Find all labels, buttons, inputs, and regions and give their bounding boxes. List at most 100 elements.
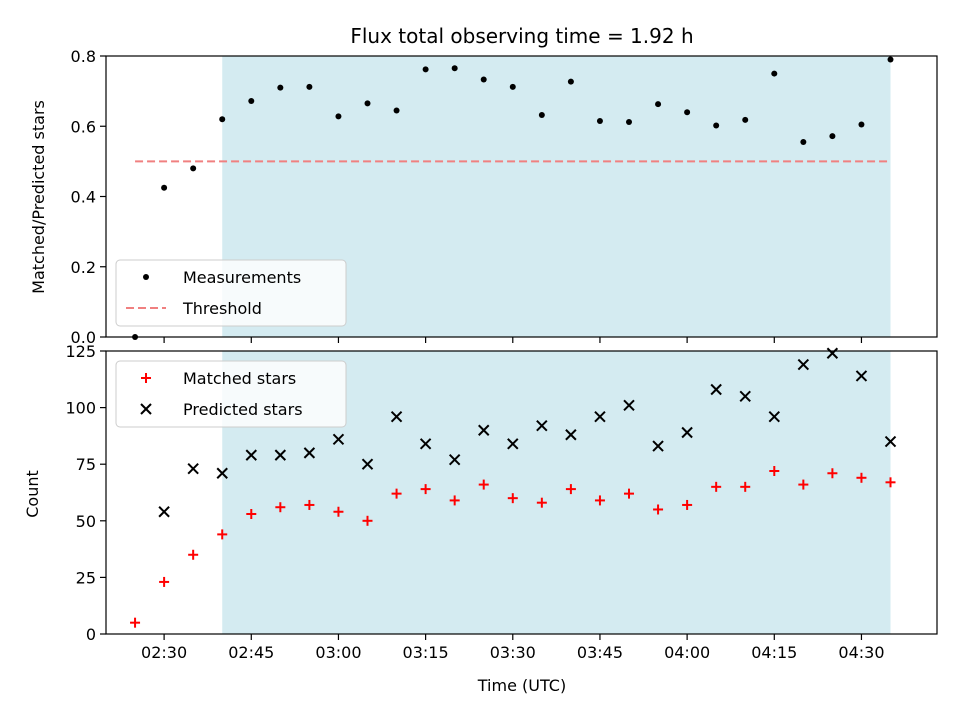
predicted-star-point (448, 453, 461, 466)
measurement-point (858, 121, 865, 128)
matched-star-point (304, 499, 315, 510)
legend-item: Threshold (126, 299, 262, 318)
legend-item: Predicted stars (140, 400, 303, 419)
matched-star-point (653, 504, 664, 515)
matched-star-point (594, 495, 605, 506)
y-tick-label: 0 (86, 625, 96, 644)
matched-star-point (449, 495, 460, 506)
measurement-point (567, 78, 574, 85)
predicted-star-point (826, 347, 839, 359)
matched-star-point (740, 481, 751, 492)
matched-star-point (885, 477, 896, 488)
measurement-point (277, 84, 284, 91)
x-tick-label: 04:30 (838, 643, 884, 662)
measurement-point (684, 109, 691, 116)
legend-label: Threshold (182, 299, 262, 318)
predicted-star-point (507, 438, 519, 450)
predicted-star-point (419, 438, 432, 450)
measurement-point (335, 113, 342, 120)
x-tick-label: 04:15 (751, 643, 797, 662)
x-tick-label: 02:45 (228, 643, 274, 662)
measurement-point (480, 76, 487, 83)
matched-star-point (420, 484, 431, 495)
predicted-star-point (710, 383, 722, 396)
matched-star-point (682, 499, 693, 510)
predicted-star-point (478, 424, 490, 436)
y-tick-label: 0.0 (71, 328, 96, 347)
predicted-star-point (623, 399, 635, 412)
measurement-point (655, 101, 662, 108)
predicted-star-point (216, 467, 228, 479)
predicted-star-point (332, 433, 345, 446)
matched-star-point (217, 529, 228, 540)
measurement-point (422, 66, 429, 73)
measurement-point (829, 133, 836, 140)
measurement-point (306, 83, 313, 90)
matched-star-point (362, 515, 373, 526)
y-tick-label: 0.2 (71, 258, 96, 277)
predicted-star-point (594, 410, 606, 423)
measurement-point (219, 116, 226, 123)
measurement-point (800, 139, 807, 146)
measurement-point (538, 112, 545, 119)
x-axis-label-time: Time (UTC) (477, 676, 566, 695)
y-tick-label: 125 (65, 342, 96, 361)
measurement-point (887, 56, 894, 63)
predicted-star-point (361, 458, 374, 470)
measurement-point (596, 117, 603, 124)
predicted-star-point (158, 506, 170, 518)
matched-star-point (856, 472, 867, 483)
measurement-point (626, 119, 633, 126)
measurement-point (451, 65, 458, 72)
predicted-star-point (565, 429, 577, 441)
y-tick-label: 0.6 (71, 117, 96, 136)
matched-star-point (130, 617, 141, 628)
bottom-panel-counts: 0 25 50 75 100 125 02:30 02:45 03:00 03:15 03:30 03… (65, 342, 938, 662)
y-tick-label: 75 (76, 455, 96, 474)
legend: Measurements Threshold (115, 259, 347, 327)
legend-label: Measurements (183, 268, 301, 287)
matched-star-point (246, 509, 257, 520)
legend-label: Matched stars (183, 369, 296, 388)
matched-star-point (333, 506, 344, 517)
y-axis-label-ratio: Matched/Predicted stars (29, 100, 48, 294)
predicted-star-point (797, 358, 810, 371)
x-tick-label: 02:30 (141, 643, 187, 662)
y-axis-label-count: Count (23, 470, 42, 518)
axes-frame (105, 350, 938, 635)
series-1 (130, 465, 896, 628)
measurement-point (771, 70, 778, 77)
chart-title: Flux total observing time = 1.92 h (350, 24, 693, 48)
measurement-point (393, 107, 400, 114)
y-tick-label: 50 (76, 512, 96, 531)
matched-star-point (507, 493, 518, 504)
matched-star-point (711, 481, 722, 492)
matched-star-point (565, 484, 576, 495)
measurement-point (509, 83, 516, 90)
predicted-star-point (768, 410, 780, 423)
predicted-star-point (274, 449, 287, 461)
y-tick-label: 100 (65, 399, 96, 418)
matched-star-point (478, 479, 489, 490)
x-tick-label: 03:45 (577, 643, 623, 662)
matched-star-point (798, 479, 809, 490)
matched-star-point (769, 465, 780, 476)
series-1 (132, 56, 894, 340)
measurement-point (248, 97, 255, 104)
y-tick-label: 0.4 (71, 188, 96, 207)
predicted-star-point (303, 447, 316, 459)
legend-label: Predicted stars (183, 400, 303, 419)
matched-star-point (275, 502, 286, 513)
measurement-point (364, 100, 371, 107)
predicted-star-point (245, 449, 257, 461)
predicted-star-point (390, 410, 403, 423)
series-2 (158, 347, 897, 518)
x-tick-label: 03:15 (403, 643, 449, 662)
y-tick-label: 25 (76, 568, 96, 587)
measurement-point (161, 184, 168, 191)
predicted-star-point (884, 435, 897, 448)
x-tick-label: 03:00 (315, 643, 361, 662)
y-tick-label: 0.8 (71, 47, 96, 66)
predicted-star-point (187, 463, 199, 475)
